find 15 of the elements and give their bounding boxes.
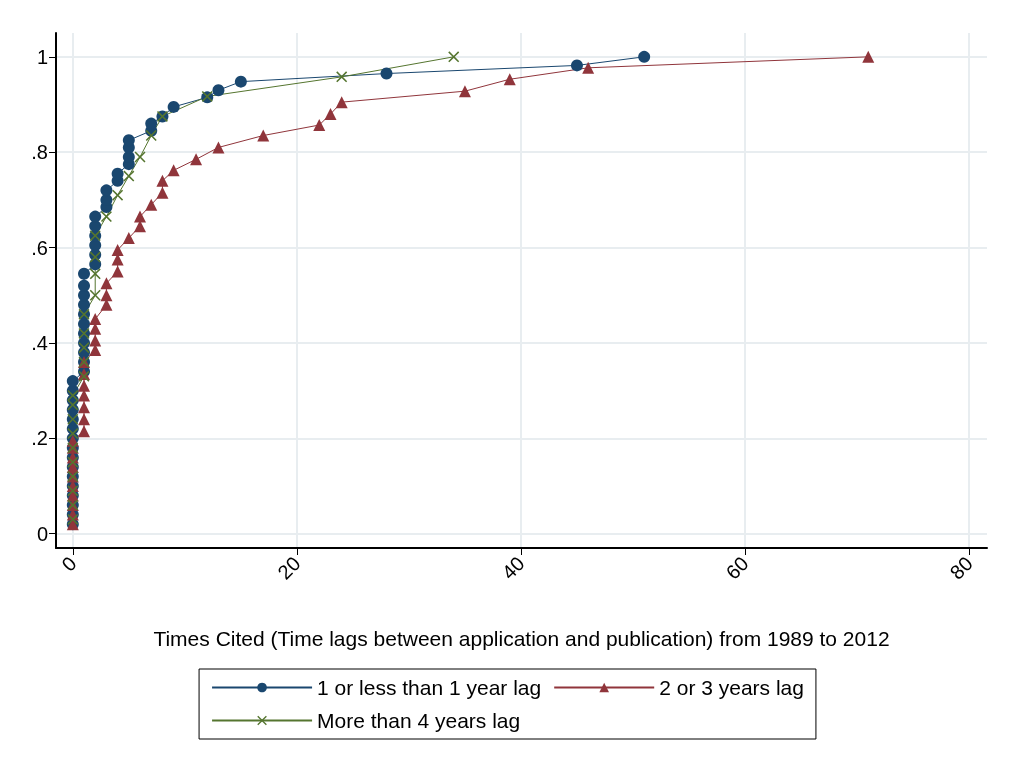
y-tick-label: 1	[36, 45, 48, 68]
x-tick-label: 0	[57, 552, 81, 576]
y-tick-label: .6	[31, 236, 48, 259]
x-tick-label: 60	[721, 552, 753, 584]
y-tick-label: .4	[31, 331, 48, 354]
x-tick-label: 20	[273, 552, 305, 584]
y-tick-label: .2	[31, 427, 48, 450]
legend-label: More than 4 years lag	[317, 709, 521, 732]
y-tick-label: 0	[36, 522, 48, 545]
y-tick-label: .8	[31, 141, 48, 164]
x-tick-label: 40	[497, 552, 529, 584]
x-tick-label: 80	[945, 552, 977, 584]
legend-label: 1 or less than 1 year lag	[317, 676, 542, 699]
legend-label: 2 or 3 years lag	[659, 676, 804, 699]
x-axis-title: Times Cited (Time lags between application and publication) from 1989 to 2012	[153, 627, 890, 650]
